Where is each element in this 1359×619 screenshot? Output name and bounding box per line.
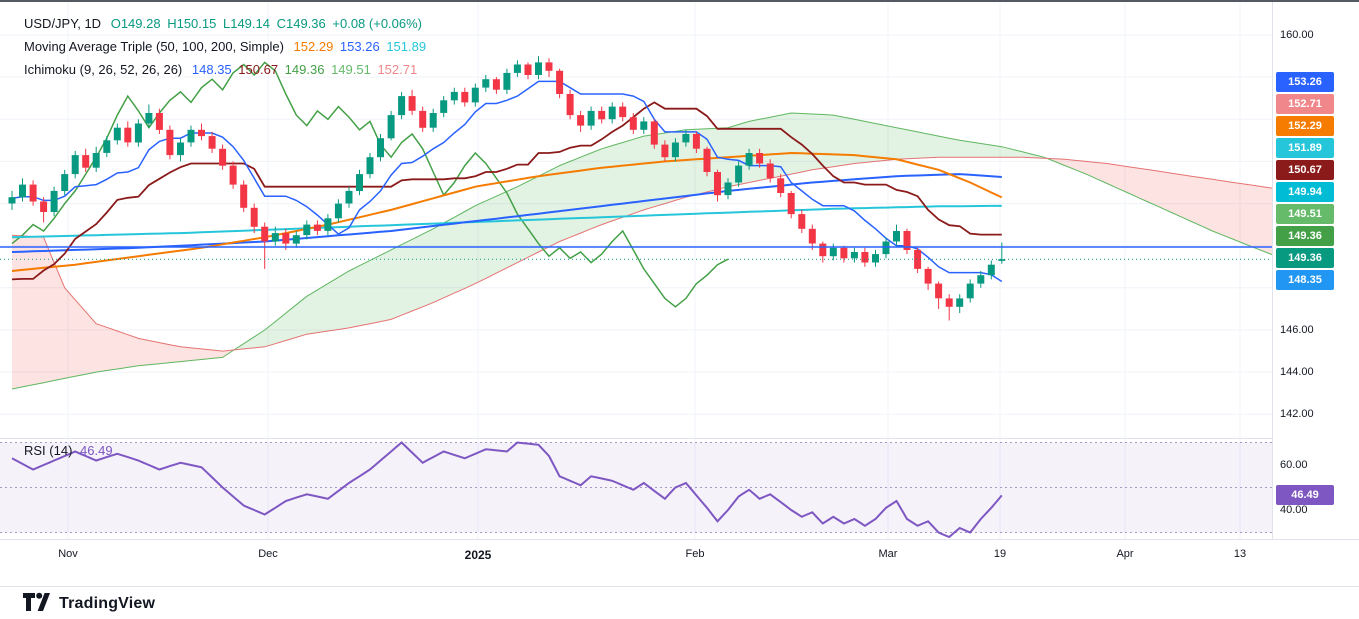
- time-axis-label: Dec: [258, 548, 278, 560]
- rsi-legend: RSI (14) 46.49: [24, 443, 117, 458]
- price-badge: 150.67: [1276, 160, 1334, 181]
- time-axis-label: 19: [993, 548, 1007, 560]
- price-badge: 151.89: [1276, 138, 1334, 159]
- time-axis-label: Nov: [58, 548, 78, 560]
- price-badge: 148.35: [1276, 270, 1334, 291]
- footer: TradingView: [0, 586, 1359, 619]
- tradingview-logo-icon: [22, 592, 51, 617]
- price-axis-label: 146.00: [1280, 323, 1314, 336]
- price-badge: 152.29: [1276, 116, 1334, 137]
- pane-divider[interactable]: [0, 438, 1272, 439]
- rsi-badge: 46.49: [1276, 485, 1334, 506]
- price-badge: 149.51: [1276, 204, 1334, 225]
- price-axis-label: 142.00: [1280, 408, 1314, 421]
- price-axis-label: 160.00: [1280, 29, 1314, 41]
- price-axis-label: 144.00: [1280, 366, 1314, 379]
- tradingview-logo[interactable]: TradingView: [22, 592, 155, 617]
- brand-name: TradingView: [59, 595, 156, 612]
- time-axis-label: 13: [1233, 548, 1247, 560]
- price-badge: 149.94: [1276, 182, 1334, 203]
- rsi-axis-label: 40.00: [1280, 504, 1308, 516]
- rsi-indicator-label[interactable]: RSI (14): [24, 443, 73, 458]
- rsi-axis-label: 60.00: [1280, 459, 1308, 471]
- time-axis-label: Apr: [1116, 548, 1134, 560]
- time-axis-label: Feb: [685, 548, 705, 560]
- rsi-value: 46.49: [80, 443, 113, 458]
- time-axis-label: 2025: [464, 548, 492, 562]
- price-badge: 152.71: [1276, 94, 1334, 115]
- price-axis[interactable]: 160.00 146.00 144.00 142.00 148.35 149.36 149.…: [1272, 2, 1359, 539]
- price-badge: 149.36: [1276, 248, 1334, 269]
- time-axis[interactable]: Nov Dec 2025 Feb Mar 19 Apr 13: [0, 539, 1359, 569]
- price-badge: 149.36: [1276, 226, 1334, 247]
- time-axis-label: Mar: [878, 548, 898, 560]
- price-badge: 153.26: [1276, 72, 1334, 93]
